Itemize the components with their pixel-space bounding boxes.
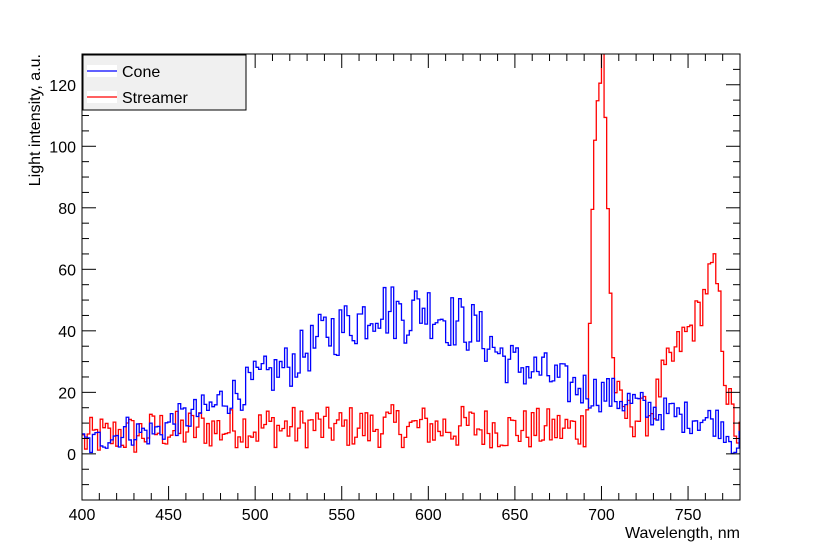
x-tick-label: 700 [588, 507, 615, 524]
y-axis: 0 20 40 60 80 100 120 [49, 53, 740, 501]
x-axis-title: Wavelength, nm [625, 525, 740, 542]
x-tick-label: 500 [242, 507, 269, 524]
series-streamer-line [82, 54, 740, 453]
y-axis-title: Light intensity, a.u. [27, 54, 44, 186]
y-tick-label: 80 [58, 201, 76, 218]
y-tick-label: 120 [49, 78, 76, 95]
y-tick-label: 100 [49, 139, 76, 156]
legend-label-streamer: Streamer [122, 90, 188, 107]
x-tick-label: 750 [675, 507, 702, 524]
y-tick-label: 20 [58, 385, 76, 402]
y-tick-label: 40 [58, 324, 76, 341]
x-axis: 400 450 500 550 600 650 700 750 [69, 54, 741, 524]
x-tick-label: 600 [415, 507, 442, 524]
legend: Cone Streamer [82, 54, 247, 111]
legend-label-cone: Cone [122, 64, 160, 81]
y-tick-label: 0 [67, 447, 76, 464]
legend-items: Cone Streamer [87, 64, 188, 107]
y-tick-label: 60 [58, 262, 76, 279]
x-tick-label: 450 [155, 507, 182, 524]
x-tick-label: 400 [69, 507, 96, 524]
x-tick-label: 650 [502, 507, 529, 524]
x-tick-label: 550 [328, 507, 355, 524]
series-cone-line [82, 286, 740, 455]
series-layer [82, 54, 740, 455]
